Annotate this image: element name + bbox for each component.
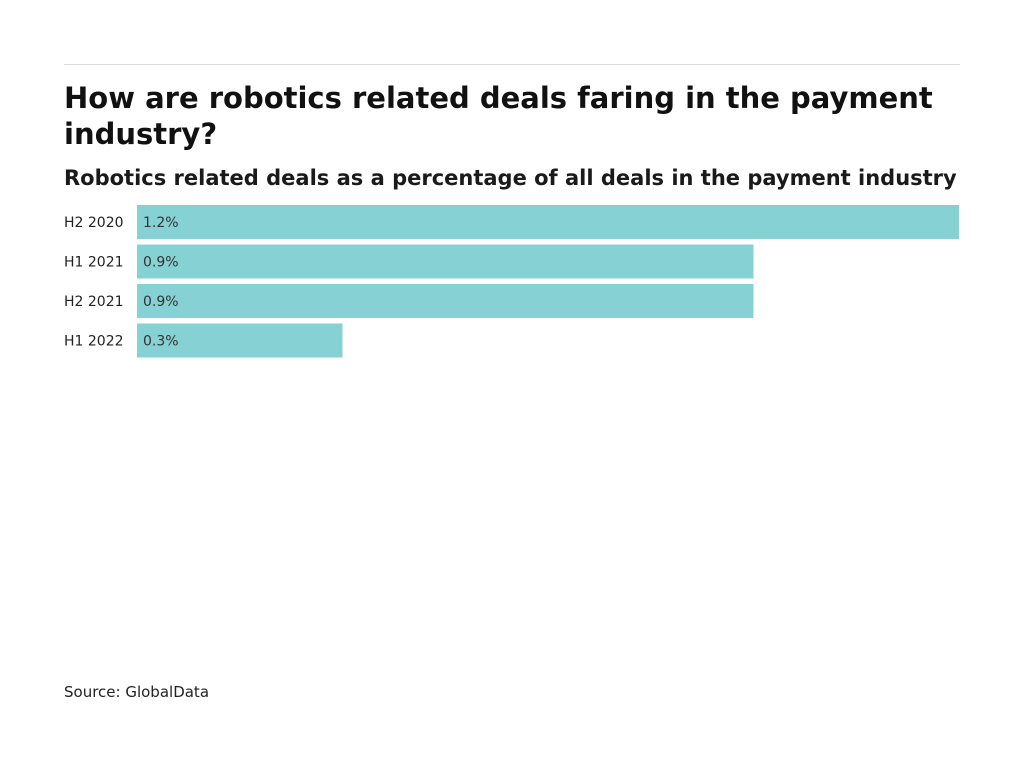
chart-subtitle: Robotics related deals as a percentage o…	[64, 166, 957, 190]
value-label: 1.2%	[143, 215, 179, 231]
bar	[137, 284, 754, 318]
category-label: H1 2021	[64, 255, 124, 271]
value-label: 0.9%	[143, 255, 179, 271]
value-label: 0.3%	[143, 334, 179, 350]
category-label: H2 2021	[64, 294, 124, 310]
category-label: H1 2022	[64, 334, 124, 350]
bar	[137, 323, 343, 358]
bar	[137, 205, 959, 239]
value-label: 0.9%	[143, 294, 179, 310]
source-note: Source: GlobalData	[64, 683, 210, 701]
category-label: H2 2020	[64, 215, 124, 231]
top-divider	[64, 64, 960, 65]
bar	[137, 244, 754, 279]
chart-title: How are robotics related deals faring in…	[64, 81, 933, 151]
